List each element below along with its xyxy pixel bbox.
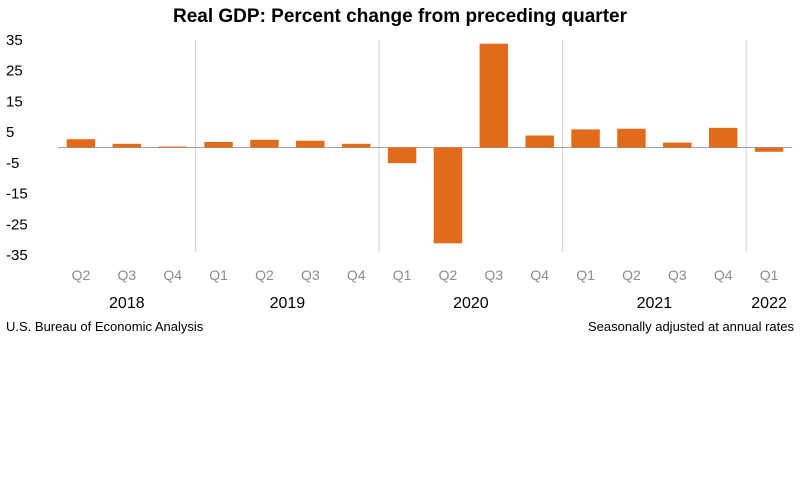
y-tick-label: 15 (6, 93, 23, 110)
year-separators (195, 40, 747, 252)
bar (387, 147, 417, 164)
quarter-tick-label: Q2 (72, 267, 91, 283)
bar (571, 129, 600, 148)
quarter-tick-label: Q1 (393, 267, 412, 283)
y-tick-label: 25 (6, 63, 23, 80)
bar (158, 146, 187, 148)
quarter-tick-label: Q3 (484, 267, 503, 283)
bar (296, 140, 325, 148)
x-axis: Q2 Q3 Q4 Q1 Q2 Q3 Q4 Q1 Q2 Q3 Q4 Q1 Q2 Q3 Q4 Q1 2018 2019… (72, 267, 787, 312)
bar (66, 139, 96, 148)
quarter-tick-label: Q2 (439, 267, 458, 283)
chart-title: Real GDP: Percent change from preceding … (173, 6, 628, 27)
bar (112, 143, 142, 148)
source-note: U.S. Bureau of Economic Analysis (6, 319, 204, 334)
quarter-tick-label: Q4 (163, 267, 182, 283)
quarter-tick-label: Q3 (301, 267, 320, 283)
quarter-tick-label: Q4 (530, 267, 549, 283)
bar (663, 142, 692, 148)
y-tick-label: -35 (6, 247, 28, 264)
quarter-tick-label: Q1 (209, 267, 228, 283)
y-tick-label: -25 (6, 216, 28, 233)
y-tick-label: 5 (6, 124, 14, 141)
year-label: 2021 (637, 295, 673, 312)
quarter-tick-label: Q1 (576, 267, 595, 283)
bar (525, 135, 554, 148)
bar (433, 147, 463, 244)
bar (708, 127, 738, 148)
y-axis: 35 25 15 5 -5 -15 -25 -35 (6, 32, 28, 264)
quarter-tick-label: Q3 (117, 267, 136, 283)
year-label: 2022 (751, 295, 787, 312)
bar (250, 139, 279, 148)
year-label: 2018 (109, 295, 145, 312)
bar (754, 147, 784, 152)
year-label: 2019 (270, 295, 306, 312)
bar (204, 141, 233, 148)
quarter-tick-label: Q3 (668, 267, 687, 283)
quarter-tick-label: Q2 (622, 267, 641, 283)
adjustment-note: Seasonally adjusted at annual rates (588, 319, 794, 334)
y-tick-label: -5 (6, 155, 19, 172)
quarter-tick-label: Q2 (255, 267, 274, 283)
y-tick-label: -15 (6, 186, 28, 203)
year-label: 2020 (453, 295, 489, 312)
quarter-tick-label: Q1 (760, 267, 779, 283)
quarter-tick-label: Q4 (714, 267, 733, 283)
y-tick-label: 35 (6, 32, 23, 49)
bar (341, 143, 371, 148)
bar (617, 128, 646, 148)
bar-series (66, 43, 784, 244)
bar (479, 43, 509, 148)
quarter-tick-label: Q4 (347, 267, 366, 283)
